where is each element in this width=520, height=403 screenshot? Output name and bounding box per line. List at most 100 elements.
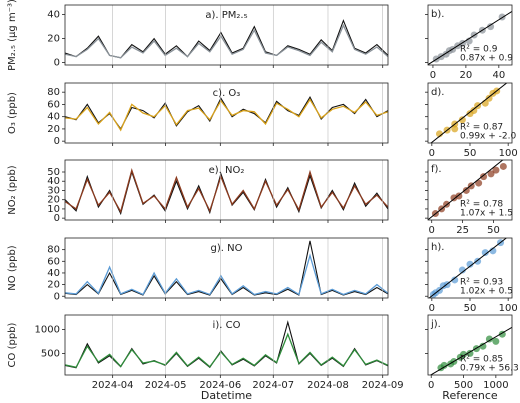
panel <box>428 160 507 220</box>
plot-frame <box>427 4 513 66</box>
y-tick-label: 50 <box>47 167 60 178</box>
y-axis-label: O₃ (ppb) <box>7 92 18 134</box>
y-axis-label: NO (ppb) <box>7 245 18 290</box>
scatter-point <box>451 276 459 284</box>
series-line <box>65 98 388 132</box>
x-tick-label: 2024-04 <box>92 380 134 391</box>
scatter-point <box>470 107 478 115</box>
plot-frame <box>427 82 513 144</box>
scatter-point <box>451 125 459 133</box>
y-tick-label: 0 <box>54 136 60 147</box>
annotation: 0.99x + -2.0 <box>460 132 516 142</box>
y-tick-label: 60 <box>47 99 60 110</box>
panel <box>65 320 388 369</box>
x-tick-label: 0 <box>429 303 435 314</box>
plot-frame <box>64 159 389 221</box>
x-tick-label: 1000 <box>483 380 508 391</box>
fit-line <box>429 326 512 375</box>
x-tick-label: 2024-07 <box>252 380 294 391</box>
scatter-point <box>440 361 448 369</box>
panel <box>65 167 388 216</box>
scatter-point <box>460 350 468 358</box>
x-tick-label: 100 <box>499 148 518 159</box>
scatter-point <box>466 260 474 268</box>
plot-frame <box>427 237 513 299</box>
x-axis-label: Reference <box>442 389 498 402</box>
scatter-point <box>499 162 507 170</box>
scatter-point <box>481 249 489 257</box>
x-tick-label: 50 <box>464 148 477 159</box>
panel-label: f). <box>431 164 442 175</box>
panel-label: h). <box>431 242 444 253</box>
plot-frame <box>427 159 513 221</box>
y-tick-label: 30 <box>47 185 60 196</box>
panel-label: g). NO <box>211 243 243 254</box>
series-line <box>65 170 388 216</box>
scatter-point <box>492 337 500 345</box>
x-tick-label: 2024-05 <box>145 380 187 391</box>
panel <box>428 238 508 298</box>
panel <box>428 10 512 65</box>
y-tick-label: 20 <box>47 34 60 45</box>
annotation: 1.02x + 0.5 <box>460 287 513 297</box>
panel-label: c). O₃ <box>213 88 241 99</box>
y-axis-label: CO (ppb) <box>7 322 18 367</box>
annotation: R² = 0.78 <box>460 200 503 210</box>
series-line <box>65 332 388 369</box>
panel <box>65 95 388 132</box>
panel-label: d). <box>431 87 444 98</box>
plot-frame <box>64 314 389 376</box>
fit-line <box>428 160 504 220</box>
annotation: R² = 0.93 <box>460 278 503 288</box>
scatter-point <box>492 166 500 174</box>
y-tick-label: 0 <box>54 58 60 69</box>
x-tick-label: 500 <box>454 380 473 391</box>
x-tick-label: 20 <box>460 70 473 81</box>
x-tick-label: 50 <box>487 225 500 236</box>
annotation: 0.87x + 0.9 <box>460 54 513 64</box>
panel <box>65 19 388 59</box>
x-tick-label: 40 <box>492 70 505 81</box>
scatter-point <box>485 94 493 102</box>
x-tick-label: 2024-08 <box>307 380 349 391</box>
panel <box>429 326 512 375</box>
scatter-point <box>489 247 497 255</box>
scatter-point <box>479 342 487 350</box>
y-tick-label: 40 <box>47 10 60 21</box>
panel-label: e). NO₂ <box>209 165 245 176</box>
y-tick-label: 20 <box>47 195 60 206</box>
scatter-point <box>458 116 466 124</box>
y-tick-label: 1000 <box>35 324 60 335</box>
y-tick-label: 20 <box>47 124 60 135</box>
fit-line <box>430 83 508 143</box>
panel-label: i). CO <box>213 320 241 331</box>
scatter-point <box>480 173 488 181</box>
y-tick-label: 40 <box>47 176 60 187</box>
x-tick-label: 0 <box>429 225 435 236</box>
y-tick-label: 60 <box>47 256 60 267</box>
y-tick-label: 0 <box>54 291 60 302</box>
series-line <box>65 95 388 130</box>
x-axis-label: Datetime <box>201 389 252 402</box>
annotation: R² = 0.85 <box>460 355 503 365</box>
panel-label: a). PM₂.₅ <box>205 10 247 21</box>
x-tick-label: 100 <box>499 303 518 314</box>
scatter-point <box>462 186 470 194</box>
y-axis-label: PM₂.₅ (µg m⁻³) <box>7 0 18 71</box>
x-tick-label: 0 <box>428 380 434 391</box>
y-tick-label: 10 <box>47 204 60 215</box>
panel-label: b). <box>431 9 444 20</box>
plot-frame <box>64 237 389 299</box>
scatter-point <box>487 23 495 31</box>
scatter-point <box>487 170 495 178</box>
y-tick-label: 20 <box>47 280 60 291</box>
series-line <box>65 167 388 214</box>
plot-frame <box>427 314 513 376</box>
x-tick-label: 50 <box>464 303 477 314</box>
series-line <box>65 253 388 296</box>
panel <box>65 240 388 296</box>
x-tick-label: 0 <box>430 70 436 81</box>
plot-frame <box>64 82 389 144</box>
x-tick-label: 0 <box>429 148 435 159</box>
x-tick-label: 2024-06 <box>199 380 241 391</box>
